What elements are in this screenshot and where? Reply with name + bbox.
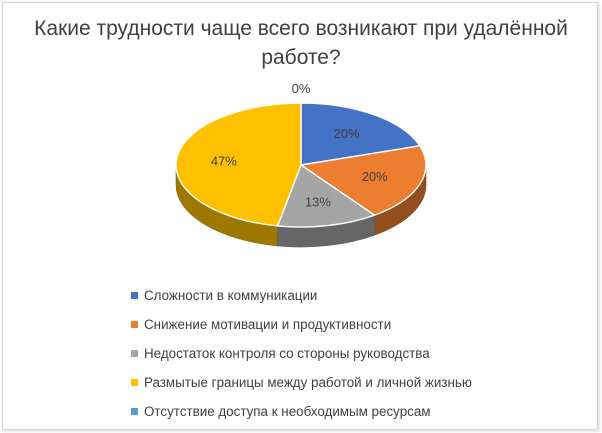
legend-item: Снижение мотивации и продуктивности — [131, 314, 472, 334]
pie-slice-1 — [300, 102, 421, 166]
legend-label: Недостаток контроля со стороны руководст… — [144, 345, 430, 361]
chart-title: Какие трудности чаще всего возникают при… — [34, 17, 568, 69]
legend-item: Недостаток контроля со стороны руководст… — [131, 343, 472, 363]
data-label-3: 13% — [305, 195, 331, 210]
legend-swatch — [131, 320, 138, 328]
chart-legend: Сложности в коммуникации Снижение мотивац… — [131, 285, 472, 430]
pie-slice-4 — [175, 102, 302, 227]
data-label-4: 47% — [211, 153, 237, 168]
data-label-2: 20% — [362, 169, 388, 184]
legend-label: Размытые границы между работой и личной … — [144, 374, 472, 390]
pie-slice-3 — [276, 164, 376, 228]
legend-label: Снижение мотивации и продуктивности — [144, 316, 392, 332]
legend-label: Сложности в коммуникации — [144, 287, 318, 303]
legend-swatch — [131, 291, 138, 299]
legend-label: Отсутствие доступа к необходимым ресурса… — [144, 403, 431, 419]
legend-swatch — [131, 378, 138, 386]
data-label-5: 0% — [292, 81, 311, 96]
legend-swatch — [131, 349, 138, 357]
legend-swatch — [131, 407, 138, 415]
pie-slice-2 — [300, 145, 427, 216]
legend-item: Сложности в коммуникации — [131, 285, 472, 305]
legend-item: Отсутствие доступа к необходимым ресурса… — [131, 401, 472, 421]
legend-item: Размытые границы между работой и личной … — [131, 372, 472, 392]
data-label-1: 20% — [334, 126, 360, 141]
